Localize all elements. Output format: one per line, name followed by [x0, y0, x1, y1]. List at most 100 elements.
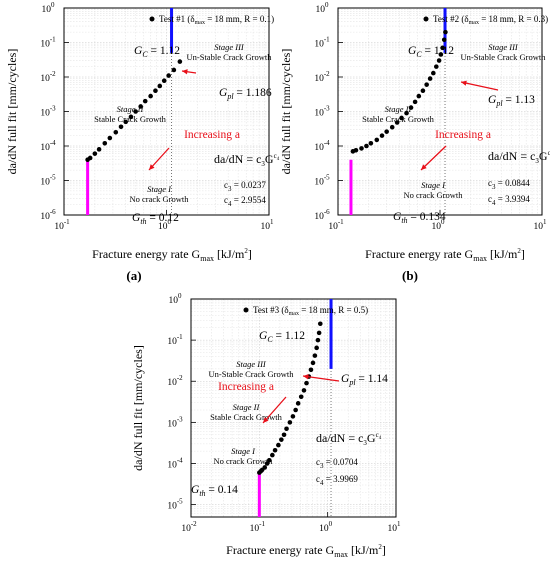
panel-c: 10-2 10-1 100 101 10-5 10-4 10-3 10-2 10-1 100 Tes… [131, 292, 401, 585]
data-point [262, 465, 268, 470]
y-tick-label: 100 [42, 1, 56, 15]
data-point [364, 143, 369, 149]
c3-value: c3 = 0.0237 [224, 180, 266, 193]
data-point [96, 147, 102, 152]
stage-iii-desc: Un-Stable Crack Growth [187, 52, 273, 62]
x-axis-label: Fracture energy rate Gmax [kJ/m2] [226, 543, 386, 559]
data-point [308, 367, 314, 373]
data-point [312, 353, 318, 358]
data-point [368, 140, 374, 146]
data-point [279, 437, 284, 442]
stage-ii-title: Stage II [385, 104, 413, 114]
data-point [431, 70, 436, 76]
y-tick-label: 10-3 [314, 105, 330, 119]
data-series [85, 59, 183, 163]
y-axis-label: da/dN full fit [mm/cycles] [131, 345, 145, 471]
data-point [281, 432, 287, 438]
y-tick-label: 10-5 [167, 498, 183, 512]
data-point [118, 124, 124, 130]
data-point [310, 360, 316, 366]
data-point [314, 345, 319, 351]
gth-label: Gth = 0.12 [132, 212, 179, 226]
red-arrow-head [421, 164, 427, 170]
gth-label: Gth = 0.14 [191, 484, 238, 498]
red-arrow-head [149, 164, 155, 170]
data-point [267, 457, 272, 463]
grid [190, 299, 396, 518]
legend-label: Test #2 (δmax = 18 mm, R = 0.3) [433, 14, 548, 26]
stage-ii-title: Stage II [117, 104, 145, 114]
red-arrow-head [461, 80, 467, 86]
data-point [142, 98, 148, 104]
grid [337, 8, 542, 216]
c4-value: c4 = 3.9969 [316, 474, 358, 487]
increasing-a-label: Increasing a [218, 381, 274, 393]
data-point [102, 140, 108, 146]
y-tick-label: 10-4 [40, 139, 56, 153]
red-arrow [460, 81, 499, 91]
data-point [416, 93, 422, 99]
data-point [304, 380, 309, 386]
y-tick-label: 10-3 [167, 415, 183, 429]
y-tick-label: 10-4 [314, 139, 330, 153]
data-point [138, 104, 143, 109]
data-point [293, 407, 298, 413]
grid [63, 8, 269, 216]
data-point [92, 151, 98, 156]
data-point [107, 135, 113, 141]
x-tick-label: 101 [388, 520, 402, 534]
panel-label: (a) [126, 268, 141, 283]
data-point [436, 58, 442, 63]
data-point [359, 146, 364, 151]
data-point [171, 67, 177, 73]
data-point [295, 401, 301, 406]
data-point [157, 83, 163, 89]
data-point [128, 114, 134, 120]
c4-value: c4 = 2.9554 [224, 195, 266, 208]
x-tick-label: 10-1 [328, 218, 344, 232]
data-point [440, 45, 445, 51]
legend: Test #2 (δmax = 18 mm, R = 0.3) [423, 14, 548, 26]
y-tick-label: 10-2 [314, 70, 330, 84]
legend: Test #3 (δmax = 18 mm, R = 0.5) [243, 305, 368, 317]
legend-marker [149, 16, 155, 22]
stage-iii-title: Stage III [488, 42, 519, 52]
data-point [298, 394, 304, 400]
data-point [316, 330, 322, 336]
c3-value: c3 = 0.0844 [488, 178, 530, 191]
legend-marker [243, 307, 249, 313]
y-tick-label: 100 [169, 292, 183, 306]
stage-ii-desc: Stable Crack Growth [94, 114, 167, 124]
y-tick-label: 10-1 [314, 36, 330, 50]
red-arrow [420, 145, 447, 171]
y-tick-label: 10-5 [314, 174, 330, 188]
data-point [353, 148, 359, 153]
stage-i-desc: No crack Growth [403, 190, 463, 200]
data-point [301, 388, 307, 393]
data-point [284, 426, 289, 432]
data-point [161, 78, 167, 84]
data-point [389, 124, 395, 130]
y-tick-label: 10-1 [167, 333, 183, 347]
panel-label: (b) [402, 268, 418, 283]
y-tick-label: 10-5 [40, 174, 56, 188]
y-tick-label: 10-2 [40, 70, 56, 84]
data-point [408, 105, 414, 110]
data-point [420, 88, 426, 94]
fit-formula: da/dN = c3Gc4 [214, 152, 280, 168]
plot-frame [190, 298, 397, 518]
data-point [123, 119, 129, 125]
y-tick-label: 10-3 [40, 105, 56, 119]
data-point [133, 109, 138, 114]
data-point [427, 76, 433, 81]
stage-i-title: Stage I [421, 180, 446, 190]
y-tick-label: 10-6 [314, 208, 330, 222]
gc-label: GC = 1.12 [134, 45, 180, 59]
y-axis-label: da/dN full fit [mm/cycles] [5, 49, 19, 175]
data-point [379, 133, 385, 138]
y-tick-label: 10-2 [167, 374, 183, 388]
